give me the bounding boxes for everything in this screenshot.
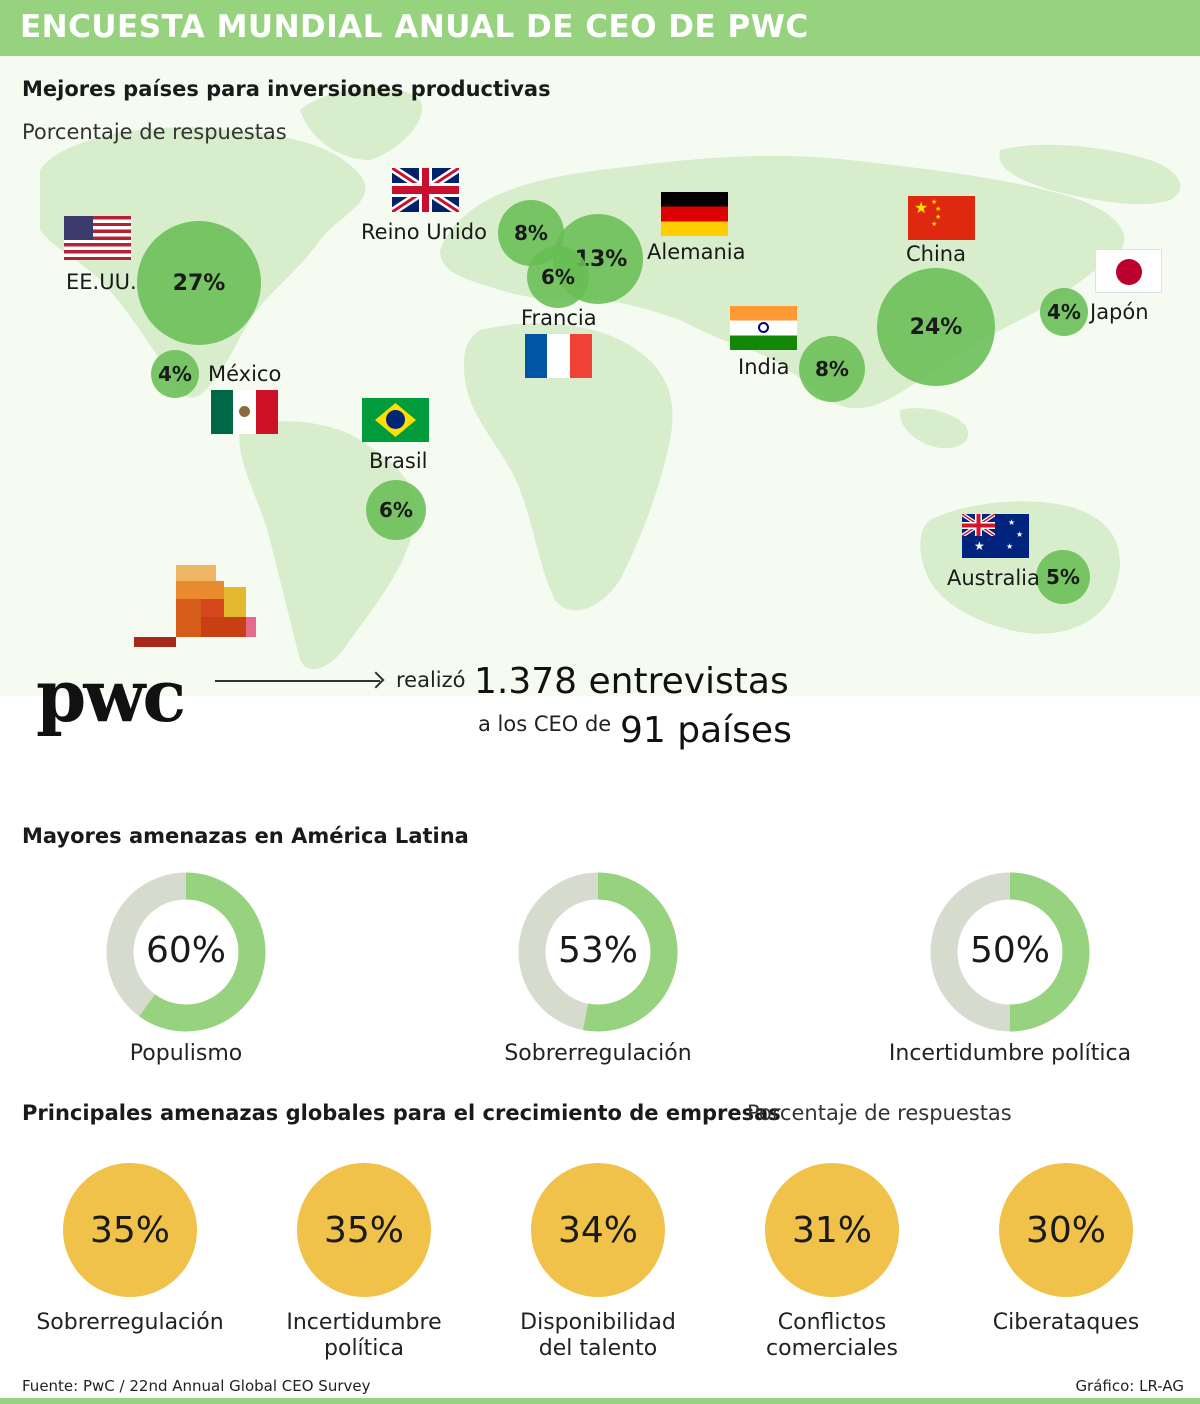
footer-credit: Gráfico: LR-AG: [1075, 1377, 1184, 1395]
india-flag-icon: [730, 306, 797, 350]
bubble-india: 8%: [799, 336, 865, 402]
donut-value-incertidumbre: 50%: [969, 930, 1050, 971]
country-label-india: India: [738, 355, 790, 379]
country-label-brasil: Brasil: [369, 449, 428, 473]
donut-value-populismo: 60%: [145, 930, 226, 971]
stat-interviews: 1.378 entrevistas: [474, 661, 789, 702]
global-value-talento: 34%: [557, 1209, 638, 1251]
bubble-reino-unido: 8%: [498, 200, 564, 266]
value-label-china: 24%: [909, 314, 963, 340]
value-label-eeuu: 27%: [172, 270, 226, 296]
donut-arc-incertidumbre: [930, 872, 1090, 1032]
donut-name-sobrerregulacion: Sobrerregulación: [504, 1041, 692, 1066]
donut-value-sobrerregulacion: 53%: [557, 930, 638, 971]
country-label-alemania: Alemania: [647, 240, 746, 264]
global-circle-talento: 34%: [531, 1163, 665, 1297]
donut-name-incertidumbre: Incertidumbre política: [888, 1041, 1132, 1066]
bubble-mexico: 4%: [151, 350, 199, 398]
footer-bar: [0, 1398, 1200, 1404]
australia-flag-icon: ★ ★ ★ ★: [962, 514, 1029, 558]
china-flag-icon: ★ ★ ★ ★ ★: [908, 196, 975, 240]
section-subtitle-investment: Porcentaje de respuestas: [22, 120, 287, 144]
pwc-logo-text: pwc: [36, 653, 186, 738]
bubble-eeuu: 27%: [137, 221, 261, 345]
value-label-japon: 4%: [1047, 300, 1081, 324]
value-label-australia: 5%: [1046, 565, 1080, 589]
bubble-brasil: 6%: [366, 480, 426, 540]
section-title-investment: Mejores países para inversiones producti…: [22, 77, 551, 101]
country-label-reino-unido: Reino Unido: [361, 220, 487, 244]
global-name-incertidumbre: Incertidumbre política: [286, 1310, 442, 1361]
section-subtitle-global: Porcentaje de respuestas: [747, 1101, 1012, 1125]
footer-source: Fuente: PwC / 22nd Annual Global CEO Sur…: [22, 1377, 371, 1395]
value-label-india: 8%: [815, 357, 849, 381]
section-title-global: Principales amenazas globales para el cr…: [22, 1101, 781, 1125]
stat-countries: 91 países: [620, 710, 792, 751]
japan-flag-icon: [1095, 249, 1162, 293]
global-name-ciberataques: Ciberataques: [992, 1310, 1140, 1335]
global-value-conflictos: 31%: [791, 1209, 872, 1251]
country-label-mexico: México: [208, 362, 282, 386]
donut-arc-sobrerregulacion: [518, 872, 678, 1032]
global-value-sobrerregulacion: 35%: [89, 1209, 170, 1251]
bubble-australia: 5%: [1036, 550, 1090, 604]
latam-donut-chart: [106, 872, 1090, 1032]
pwc-logo-mark: [134, 565, 256, 647]
us-flag-icon: [64, 216, 131, 260]
global-name-conflictos: Conflictos comerciales: [766, 1310, 898, 1361]
value-label-francia: 6%: [541, 265, 575, 289]
bubble-china: 24%: [877, 268, 995, 386]
page-title: ENCUESTA MUNDIAL ANUAL DE CEO DE PWC: [20, 9, 809, 45]
global-circle-conflictos: 31%: [765, 1163, 899, 1297]
stat-ceo-text: a los CEO de: [478, 712, 612, 736]
brazil-flag-icon: [362, 398, 429, 442]
global-name-talento: Disponibilidad del talento: [520, 1310, 676, 1361]
section-title-latam: Mayores amenazas en América Latina: [22, 824, 469, 848]
global-value-incertidumbre: 35%: [323, 1209, 404, 1251]
bubble-francia: 6%: [527, 246, 589, 308]
germany-flag-icon: [661, 192, 728, 236]
country-label-francia: Francia: [521, 306, 597, 330]
donut-name-populismo: Populismo: [129, 1041, 243, 1066]
stat-verb: realizó: [396, 668, 466, 692]
global-circle-ciberataques: 30%: [999, 1163, 1133, 1297]
arrow-line: [215, 680, 380, 682]
country-label-japon: Japón: [1090, 300, 1149, 324]
mexico-flag-icon: [211, 390, 278, 434]
country-label-eeuu: EE.UU.: [66, 270, 137, 294]
bubble-japon: 4%: [1040, 288, 1088, 336]
france-flag-icon: [525, 334, 592, 378]
country-label-australia: Australia: [947, 566, 1040, 590]
value-label-mexico: 4%: [158, 362, 192, 386]
uk-flag-icon: [392, 168, 459, 212]
country-label-china: China: [906, 242, 966, 266]
global-name-sobrerregulacion: Sobrerregulación: [36, 1310, 224, 1335]
global-circle-sobrerregulacion: 35%: [63, 1163, 197, 1297]
global-circle-incertidumbre: 35%: [297, 1163, 431, 1297]
value-label-brasil: 6%: [379, 498, 413, 522]
value-label-reino-unido: 8%: [514, 221, 548, 245]
global-value-ciberataques: 30%: [1025, 1209, 1106, 1251]
header-banner: ENCUESTA MUNDIAL ANUAL DE CEO DE PWC: [0, 0, 1200, 56]
donut-arc-populismo: [106, 872, 266, 1032]
